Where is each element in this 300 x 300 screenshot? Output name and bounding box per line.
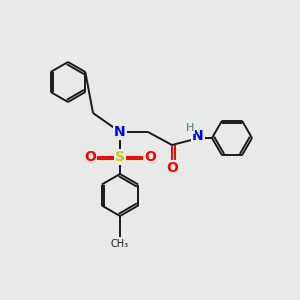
Text: O: O [144, 150, 156, 164]
Text: H: H [186, 123, 194, 133]
Text: O: O [84, 150, 96, 164]
Text: CH₃: CH₃ [111, 239, 129, 249]
Text: N: N [192, 129, 204, 143]
Text: S: S [115, 150, 125, 164]
Text: O: O [166, 161, 178, 175]
Text: N: N [114, 125, 126, 139]
